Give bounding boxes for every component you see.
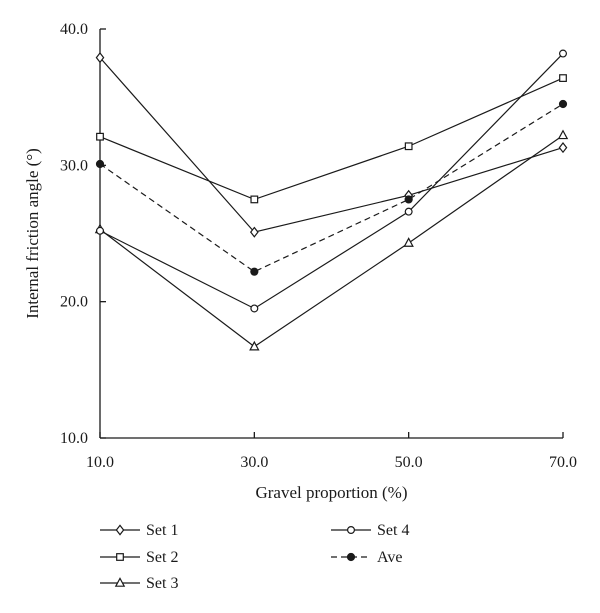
legend: Set 1 Set 2 Set 3 Set 4 Ave (100, 522, 409, 592)
legend-marker (346, 552, 356, 562)
legend-marker (114, 577, 126, 587)
legend-label: Set 1 (146, 522, 178, 539)
x-tick-label: 50.0 (395, 454, 423, 471)
legend-marker (115, 524, 125, 536)
data-point (249, 340, 260, 351)
legend-marker (347, 525, 356, 534)
data-point (96, 132, 104, 141)
data-point (558, 99, 568, 109)
series-line (99, 57, 564, 233)
legend-label: Set 2 (146, 549, 178, 566)
data-point (558, 49, 567, 58)
x-tick-label: 70.0 (549, 454, 577, 471)
y-tick-label: 20.0 (60, 294, 88, 311)
data-point (557, 129, 569, 140)
data-point (559, 74, 567, 82)
data-point (250, 304, 259, 313)
series-layer (94, 49, 569, 351)
data-point (404, 195, 413, 204)
legend-item: Set 1 (100, 522, 178, 539)
y-tick-label: 30.0 (60, 157, 88, 174)
legend-item: Set 3 (100, 575, 178, 592)
legend-label: Set 4 (377, 522, 409, 539)
data-point (404, 142, 413, 151)
data-point (250, 267, 259, 276)
y-tick-label: 10.0 (60, 430, 88, 447)
series-line (99, 134, 564, 348)
series-set-2 (96, 74, 567, 204)
series-ave (95, 99, 568, 276)
legend-item: Ave (331, 549, 402, 566)
data-point (404, 207, 413, 216)
series-line (99, 77, 564, 201)
y-tick-label: 40.0 (60, 21, 88, 38)
legend-label: Ave (377, 549, 402, 566)
x-tick-label: 10.0 (86, 454, 114, 471)
data-point (250, 195, 259, 204)
axes (99, 29, 563, 439)
x-axis-title: Gravel proportion (%) (255, 483, 407, 502)
series-set-4 (95, 49, 567, 313)
legend-label: Set 3 (146, 575, 178, 592)
legend-item: Set 4 (331, 522, 409, 539)
x-tick-label: 30.0 (240, 454, 268, 471)
legend-marker (116, 553, 124, 561)
series-line (99, 53, 564, 310)
data-point (249, 226, 259, 238)
series-line (99, 103, 564, 273)
data-point (95, 52, 105, 64)
data-point (95, 226, 104, 235)
ticks: 10.0 20.0 30.0 40.0 10.0 30.0 50.0 70.0 (60, 21, 577, 471)
data-point (403, 237, 414, 247)
legend-item: Set 2 (100, 549, 178, 566)
data-point (95, 159, 105, 169)
data-point (558, 142, 568, 154)
y-axis-title: Internal friction angle (°) (23, 148, 42, 319)
